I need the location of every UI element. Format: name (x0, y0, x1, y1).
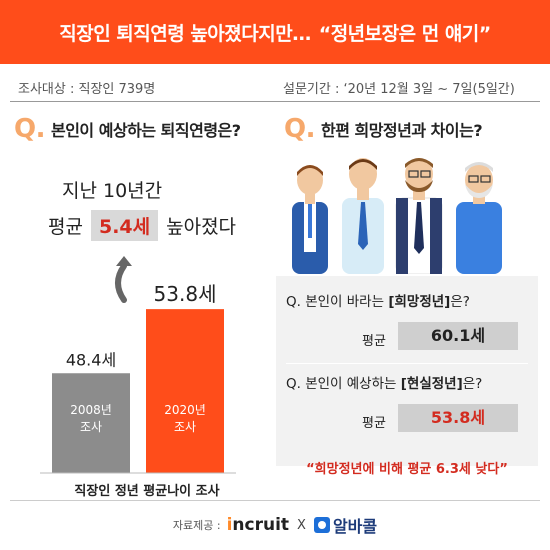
hope-avg-value: 60.1세 (398, 322, 518, 350)
increase-arrow-icon (115, 263, 127, 303)
footer: 자료제공 : incruit X 알바콜 (0, 510, 550, 540)
footer-divider (10, 500, 540, 501)
q-mark-icon: Q. (284, 114, 315, 144)
left-question-text: 본인이 예상하는 퇴직연령은? (50, 121, 241, 140)
panel-divider (286, 363, 528, 364)
incruit-logo: incruit (227, 515, 289, 535)
bar-category-label-1-2: 조사 (80, 420, 102, 434)
collab-x: X (297, 517, 306, 533)
increase-suffix: 높아졌다 (166, 216, 237, 238)
person-young-icon (292, 165, 328, 274)
bar-category-label-2-2: 조사 (174, 420, 196, 434)
people-illustration (292, 158, 502, 274)
bar-2 (146, 309, 224, 473)
real-question-suffix: 은? (462, 376, 483, 392)
left-question: Q. 본인이 예상하는 퇴직연령은? (14, 114, 241, 144)
hope-avg-label: 평균 (362, 334, 386, 349)
bar-1 (52, 373, 130, 473)
person-adult-icon (342, 158, 384, 274)
real-question: Q. 본인이 예상하는 [현실정년]은? (286, 372, 482, 392)
albacall-logo-text: 알바콜 (332, 517, 378, 536)
conclusion-text: “희망정년에 비해 평균 6.3세 낮다” (306, 462, 508, 477)
real-question-prefix: Q. 본인이 예상하는 (286, 376, 401, 392)
hope-question-bold: [희망정년] (388, 294, 451, 310)
incruit-logo-rest: ncruit (232, 515, 290, 535)
hope-question-prefix: Q. 본인이 바라는 (286, 294, 389, 310)
bar-value-label-1: 48.4세 (66, 350, 116, 369)
real-question-bold: [현실정년] (400, 376, 463, 392)
hope-question: Q. 본인이 바라는 [희망정년]은? (286, 290, 470, 310)
source-label: 자료제공 : (172, 519, 221, 532)
increase-line1: 지난 10년간 (62, 180, 163, 202)
increase-arrowhead-icon (116, 256, 132, 266)
albacall-logo: 알바콜 (313, 513, 378, 537)
bar-value-label-2: 53.8세 (154, 282, 217, 306)
survey-period: 설문기간 : ‘20년 12월 3일 ~ 7일(5일간) (283, 82, 515, 97)
increase-prefix: 평균 (48, 216, 83, 238)
person-middle-age-icon (395, 158, 443, 274)
chart-caption: 직장인 정년 평균나이 조사 (74, 484, 220, 499)
real-avg-label: 평균 (362, 416, 386, 431)
real-avg-value: 53.8세 (398, 404, 518, 432)
increase-line2: 평균 5.4세 높아졌다 (48, 210, 236, 241)
survey-meta: 조사대상 : 직장인 739명 설문기간 : ‘20년 12월 3일 ~ 7일(… (0, 74, 550, 100)
hope-question-suffix: 은? (450, 294, 470, 310)
bar-category-label-2-1: 2020년 (164, 403, 206, 417)
header-title: 직장인 퇴직연령 높아졌다지만… (59, 22, 311, 45)
increase-summary: 지난 10년간 평균 5.4세 높아졌다 (48, 176, 236, 241)
increase-value: 5.4세 (90, 210, 159, 241)
survey-target: 조사대상 : 직장인 739명 (18, 82, 156, 97)
incruit-logo-dot: i (226, 515, 233, 535)
albacall-badge-icon (313, 517, 330, 533)
right-question: Q. 한편 희망정년과 차이는? (284, 114, 483, 144)
right-question-text: 한편 희망정년과 차이는? (320, 121, 483, 140)
divider (10, 101, 540, 102)
header-quote: “정년보장은 먼 얘기” (318, 22, 492, 45)
bar-category-label-1-1: 2008년 (70, 403, 112, 417)
person-senior-icon (456, 162, 502, 274)
answer-panel: Q. 본인이 바라는 [희망정년]은? 평균 60.1세 Q. 본인이 예상하는… (276, 276, 538, 466)
header-banner: 직장인 퇴직연령 높아졌다지만… “정년보장은 먼 얘기” (0, 0, 550, 64)
q-mark-icon: Q. (14, 114, 45, 144)
